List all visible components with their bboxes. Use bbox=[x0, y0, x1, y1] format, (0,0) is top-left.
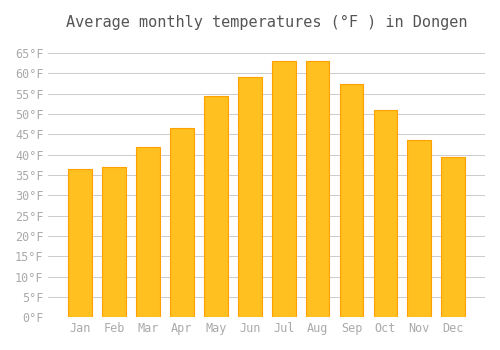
Bar bbox=[136, 147, 160, 317]
Bar bbox=[170, 128, 194, 317]
Bar bbox=[306, 61, 330, 317]
Bar bbox=[408, 140, 431, 317]
Bar bbox=[68, 169, 92, 317]
Bar bbox=[204, 96, 228, 317]
Bar bbox=[374, 110, 398, 317]
Bar bbox=[442, 157, 465, 317]
Bar bbox=[340, 84, 363, 317]
Bar bbox=[238, 77, 262, 317]
Bar bbox=[102, 167, 126, 317]
Title: Average monthly temperatures (°F ) in Dongen: Average monthly temperatures (°F ) in Do… bbox=[66, 15, 468, 30]
Bar bbox=[272, 61, 295, 317]
